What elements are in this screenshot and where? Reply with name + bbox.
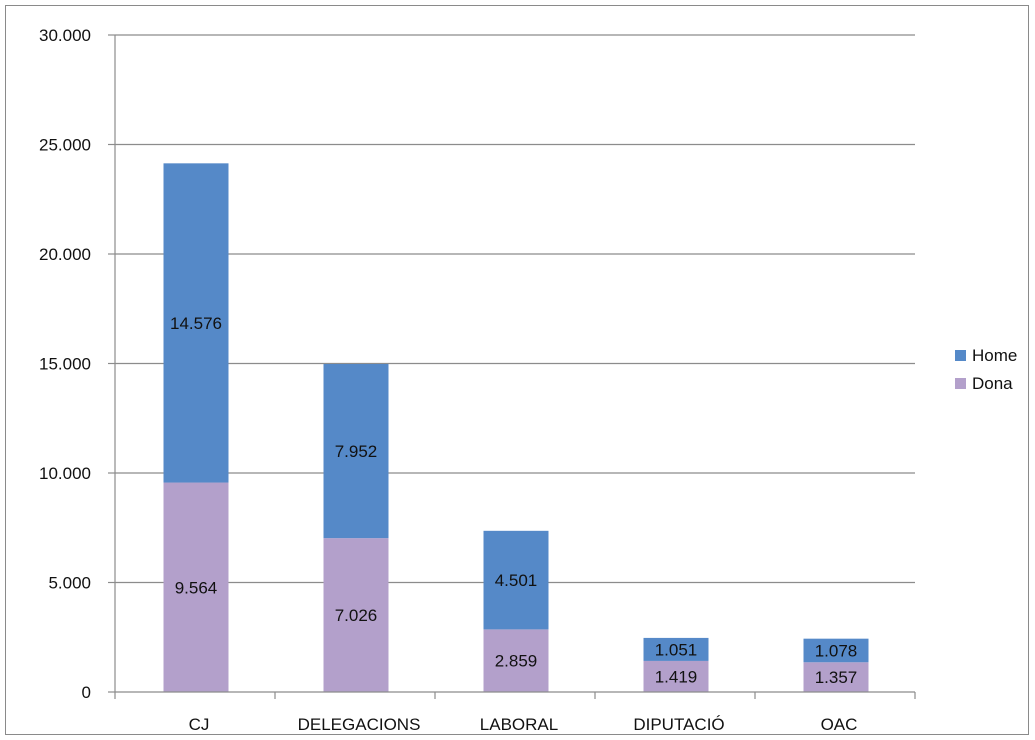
y-tick-label: 0 — [82, 683, 91, 702]
y-tick-label: 5.000 — [48, 574, 91, 593]
data-label-home: 7.952 — [335, 442, 378, 461]
legend: Home Dona — [955, 346, 1017, 393]
data-label-dona: 1.419 — [655, 667, 698, 686]
legend-swatch-dona — [955, 378, 966, 389]
legend-label-home: Home — [972, 346, 1017, 365]
legend-label-dona: Dona — [972, 374, 1013, 393]
y-axis-ticks: 0 5.000 10.000 15.000 20.000 25.000 30.000 — [39, 26, 115, 702]
data-label-dona: 7.026 — [335, 606, 378, 625]
data-label-dona: 2.859 — [495, 652, 538, 671]
y-tick-label: 30.000 — [39, 26, 91, 45]
x-category-label: LABORAL — [480, 715, 558, 734]
x-category-label: OAC — [821, 715, 858, 734]
y-tick-label: 20.000 — [39, 245, 91, 264]
bars — [163, 163, 869, 692]
x-category-label: CJ — [189, 715, 210, 734]
gridlines — [115, 34, 915, 584]
data-label-home: 4.501 — [495, 571, 538, 590]
bar-segment-dona — [483, 629, 549, 692]
bar-segment-home — [483, 530, 549, 630]
bar-segment-home — [163, 163, 229, 483]
data-label-home: 1.078 — [815, 641, 858, 660]
bar-segment-home — [643, 637, 709, 661]
data-label-home: 1.051 — [655, 640, 698, 659]
x-category-label: DELEGACIONS — [298, 715, 421, 734]
bar-segment-home — [323, 363, 389, 539]
bar-segment-dona — [643, 660, 709, 692]
bar-segment-dona — [323, 538, 389, 692]
y-tick-label: 15.000 — [39, 355, 91, 374]
x-category-label: DIPUTACIÓ — [633, 715, 724, 734]
data-label-dona: 9.564 — [175, 578, 218, 597]
data-label-dona: 1.357 — [815, 668, 858, 687]
bar-segment-dona — [163, 482, 229, 692]
legend-swatch-home — [955, 350, 966, 361]
bar-segment-dona — [803, 662, 869, 692]
data-labels: 9.564 14.576 7.026 7.952 2.859 4.501 1.419 1.05… — [170, 314, 857, 687]
bar-segment-home — [803, 638, 869, 663]
data-label-home: 14.576 — [170, 314, 222, 333]
x-axis: CJ DELEGACIONS LABORAL DIPUTACIÓ OAC — [114, 35, 916, 734]
y-tick-label: 25.000 — [39, 136, 91, 155]
y-tick-label: 10.000 — [39, 464, 91, 483]
